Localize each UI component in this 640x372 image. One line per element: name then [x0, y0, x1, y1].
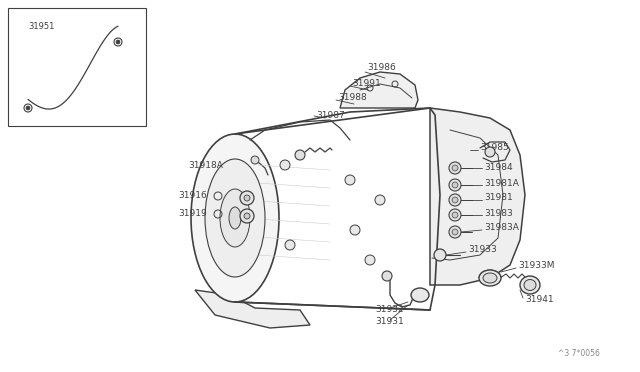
- Text: 31981: 31981: [484, 193, 513, 202]
- Circle shape: [375, 195, 385, 205]
- Ellipse shape: [483, 273, 497, 283]
- Text: 31932: 31932: [375, 305, 404, 314]
- Ellipse shape: [479, 270, 501, 286]
- Text: 31981A: 31981A: [484, 179, 519, 187]
- Text: ^3 7*0056: ^3 7*0056: [558, 349, 600, 358]
- Ellipse shape: [520, 276, 540, 294]
- Circle shape: [452, 165, 458, 171]
- Text: 31951: 31951: [28, 22, 54, 31]
- Circle shape: [244, 213, 250, 219]
- Ellipse shape: [411, 288, 429, 302]
- Circle shape: [434, 249, 446, 261]
- Ellipse shape: [524, 279, 536, 291]
- Text: 31941: 31941: [525, 295, 554, 305]
- Polygon shape: [340, 72, 418, 108]
- Circle shape: [382, 271, 392, 281]
- Circle shape: [251, 156, 259, 164]
- Text: 31987: 31987: [316, 110, 345, 119]
- Circle shape: [295, 150, 305, 160]
- Circle shape: [452, 197, 458, 203]
- Ellipse shape: [229, 207, 241, 229]
- Polygon shape: [250, 155, 260, 164]
- Circle shape: [240, 209, 254, 223]
- Text: 31983: 31983: [484, 208, 513, 218]
- Text: 31918A: 31918A: [188, 161, 223, 170]
- Circle shape: [240, 191, 254, 205]
- Text: 31931: 31931: [375, 317, 404, 327]
- Circle shape: [485, 147, 495, 157]
- Circle shape: [365, 255, 375, 265]
- Circle shape: [449, 162, 461, 174]
- Circle shape: [452, 182, 458, 188]
- Text: 31916: 31916: [178, 190, 207, 199]
- Text: 31984: 31984: [484, 164, 513, 173]
- Circle shape: [244, 195, 250, 201]
- Polygon shape: [195, 290, 310, 328]
- Circle shape: [116, 40, 120, 44]
- Circle shape: [26, 106, 30, 110]
- Circle shape: [449, 209, 461, 221]
- Circle shape: [449, 226, 461, 238]
- Circle shape: [452, 212, 458, 218]
- Circle shape: [345, 175, 355, 185]
- Text: 31933M: 31933M: [518, 260, 554, 269]
- Text: 31991: 31991: [352, 78, 381, 87]
- Text: 31988: 31988: [338, 93, 367, 103]
- Ellipse shape: [191, 134, 279, 302]
- Bar: [8, 8, 146, 126]
- Polygon shape: [430, 108, 525, 285]
- Ellipse shape: [205, 159, 265, 277]
- Circle shape: [452, 229, 458, 235]
- Text: 31919: 31919: [178, 208, 207, 218]
- Circle shape: [285, 240, 295, 250]
- Circle shape: [280, 160, 290, 170]
- Text: 31983A: 31983A: [484, 224, 519, 232]
- Circle shape: [449, 179, 461, 191]
- Circle shape: [350, 225, 360, 235]
- Circle shape: [449, 194, 461, 206]
- Text: 31986: 31986: [367, 64, 396, 73]
- Text: 31933: 31933: [468, 246, 497, 254]
- Ellipse shape: [220, 189, 250, 247]
- Text: 31985: 31985: [480, 144, 509, 153]
